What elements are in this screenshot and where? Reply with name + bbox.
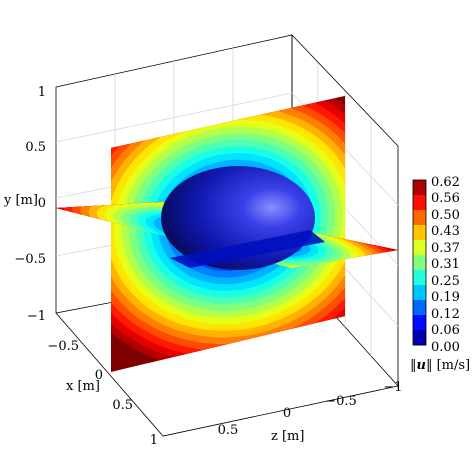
colorbar-band (413, 180, 426, 196)
x-axis-ticks: −0.5 0 0.5 1 (47, 339, 158, 448)
colorbar (412, 179, 427, 346)
colorbar-band (413, 225, 426, 241)
colorbar-label: ‖u‖ [m/s] (410, 358, 470, 373)
z-tick-label: −0.5 (325, 394, 357, 409)
colorbar-tick-label: 0.25 (431, 274, 460, 289)
z-tick-label: −1 (383, 380, 402, 395)
y-axis-label: y [m] (3, 193, 38, 208)
colorbar-band (413, 315, 426, 331)
y-tick-label: 0.5 (25, 140, 46, 155)
x-tick-label: −0.5 (47, 339, 79, 354)
colorbar-frame (412, 179, 427, 346)
y-tick-label: −0.5 (14, 252, 46, 267)
colorbar-tick-label: 0.06 (431, 323, 460, 338)
z-axis-ticks: 0.5 0 −0.5 −1 (218, 380, 403, 438)
colorbar-tick-label: 0.37 (431, 241, 460, 256)
colorbar-band (413, 270, 426, 286)
x-tick-label: 0 (95, 368, 103, 383)
colorbar-tick-label: 0.31 (431, 257, 460, 272)
colorbar-band (413, 330, 426, 346)
colorbar-tick-label: 0.43 (431, 224, 460, 239)
colorbar-band (413, 285, 426, 301)
z-tick-label: 0.5 (218, 423, 239, 438)
y-tick-label: 1 (38, 85, 46, 100)
colorbar-band (413, 255, 426, 271)
horizontal-slice-front-lip (170, 230, 325, 268)
colorbar-band (413, 195, 426, 211)
colorbar-tick-label: 0.50 (431, 208, 460, 223)
y-tick-label: 0 (38, 196, 46, 211)
colorbar-band (413, 210, 426, 226)
z-axis-label: z [m] (271, 429, 304, 444)
colorbar-tick-label: 0.00 (431, 340, 460, 355)
x-axis-label: x [m] (66, 379, 100, 394)
y-axis-ticks: 1 0.5 0 −0.5 −1 (14, 85, 46, 324)
colorbar-band (413, 300, 426, 316)
colorbar-tick-label: 0.56 (431, 191, 460, 206)
colorbar-tick-label: 0.62 (431, 175, 460, 190)
colorbar-tick-label: 0.19 (431, 290, 460, 305)
x-tick-label: 0.5 (112, 398, 133, 413)
colorbar-tick-label: 0.12 (431, 307, 460, 322)
x-tick-label: 1 (150, 433, 158, 448)
colorbar-tick-labels: 0.62 0.56 0.50 0.43 0.37 0.31 0.25 0.19 … (431, 175, 460, 355)
z-tick-label: 0 (283, 406, 291, 421)
y-tick-label: −1 (27, 309, 46, 324)
colorbar-band (413, 240, 426, 256)
